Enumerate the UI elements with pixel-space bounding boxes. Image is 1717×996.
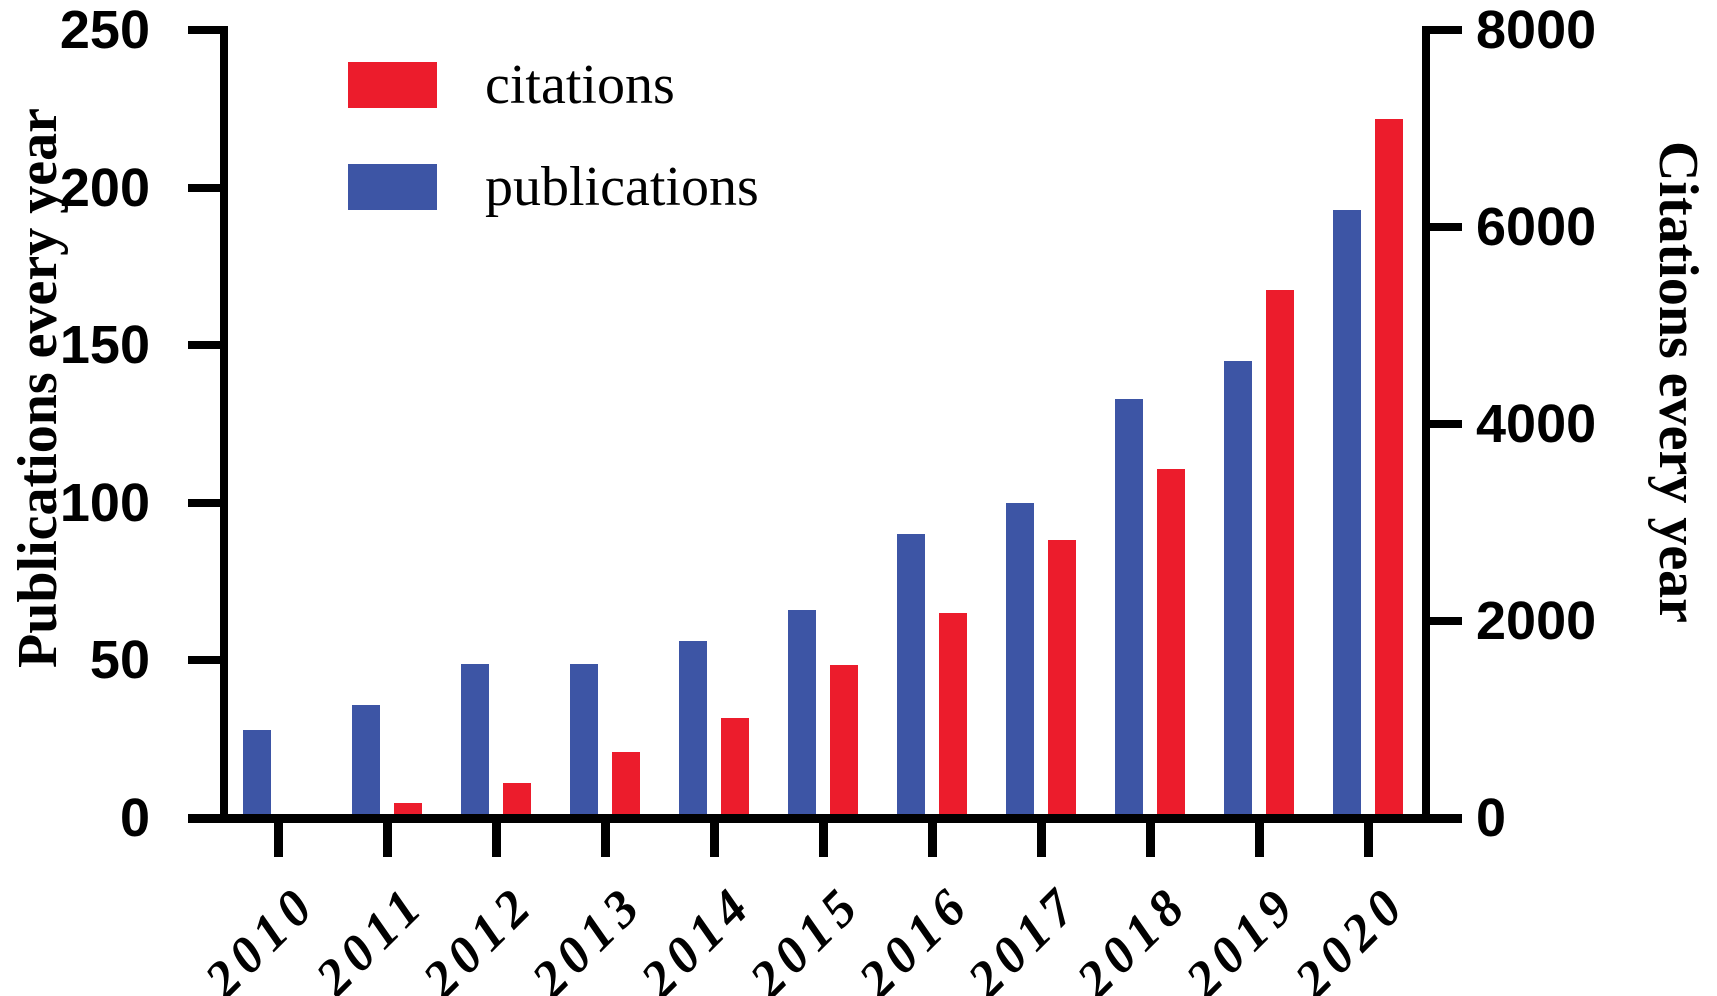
right-axis-tick-label: 8000 [1476, 0, 1597, 60]
bar-citations-2016 [939, 613, 967, 818]
x-axis-tick-2019 [1254, 823, 1264, 857]
right-axis-tick-label: 2000 [1476, 591, 1597, 651]
left-axis-tick-label: 100 [59, 472, 150, 533]
bar-publications-2010 [243, 729, 271, 818]
left-axis-tick [188, 341, 220, 350]
x-axis-tick-2014 [709, 823, 719, 857]
x-axis-tick-2018 [1145, 823, 1155, 857]
bar-citations-2014 [721, 717, 749, 818]
x-axis-tick-2010 [273, 823, 283, 857]
left-axis-tick-label: 200 [59, 157, 150, 218]
x-axis-tick-2013 [600, 823, 610, 857]
bar-publications-2016 [897, 534, 925, 818]
bar-publications-2011 [352, 704, 380, 818]
bar-publications-2014 [679, 641, 707, 818]
bar-publications-2013 [570, 663, 598, 818]
legend-item-publications: publications [348, 156, 759, 218]
left-axis-tick [188, 498, 220, 507]
bar-publications-2017 [1006, 502, 1034, 818]
citations-color-swatch [348, 62, 437, 108]
bar-publications-2012 [461, 663, 489, 818]
x-axis-tick-2011 [382, 823, 392, 857]
left-axis-tick-label: 150 [59, 315, 150, 376]
x-axis-tick-2017 [1036, 823, 1046, 857]
right-axis-tick [1430, 223, 1462, 231]
right-axis-tick [1430, 617, 1462, 625]
left-axis-tick-label: 0 [119, 788, 150, 848]
right-axis-tick [1430, 26, 1462, 34]
legend-label-publications: publications [485, 156, 759, 218]
bar-citations-2018 [1157, 469, 1185, 818]
publications-color-swatch [348, 164, 437, 210]
bar-publications-2015 [788, 609, 816, 818]
bar-publications-2020 [1333, 209, 1361, 818]
right-axis-tick-label: 6000 [1476, 197, 1597, 257]
left-axis-tick [188, 183, 220, 192]
x-axis-tick-2015 [818, 823, 828, 857]
bar-publications-2018 [1115, 398, 1143, 818]
left-axis-tick-label: 50 [89, 630, 150, 691]
legend-label-citations: citations [485, 54, 675, 116]
right-axis-tick [1430, 420, 1462, 428]
bar-citations-2017 [1048, 540, 1076, 818]
bar-citations-2019 [1266, 290, 1294, 818]
bar-citations-2020 [1375, 118, 1403, 818]
right-axis-tick-label: 0 [1476, 788, 1507, 848]
bar-citations-2015 [830, 665, 858, 818]
bar-publications-2019 [1224, 360, 1252, 818]
x-axis-tick-2012 [491, 823, 501, 857]
left-axis-tick [188, 26, 220, 34]
x-axis-line [188, 814, 1462, 823]
legend-item-citations: citations [348, 54, 675, 116]
bar-citations-2013 [612, 752, 640, 818]
right-y-axis-line [1422, 26, 1430, 822]
right-axis-tick-label: 4000 [1476, 394, 1597, 454]
left-axis-tick-label: 250 [59, 0, 150, 60]
x-axis-tick-2016 [927, 823, 937, 857]
x-axis-tick-2020 [1363, 823, 1373, 857]
left-y-axis-line [220, 26, 228, 822]
left-axis-tick [188, 656, 220, 665]
bar-citations-2012 [503, 782, 531, 818]
